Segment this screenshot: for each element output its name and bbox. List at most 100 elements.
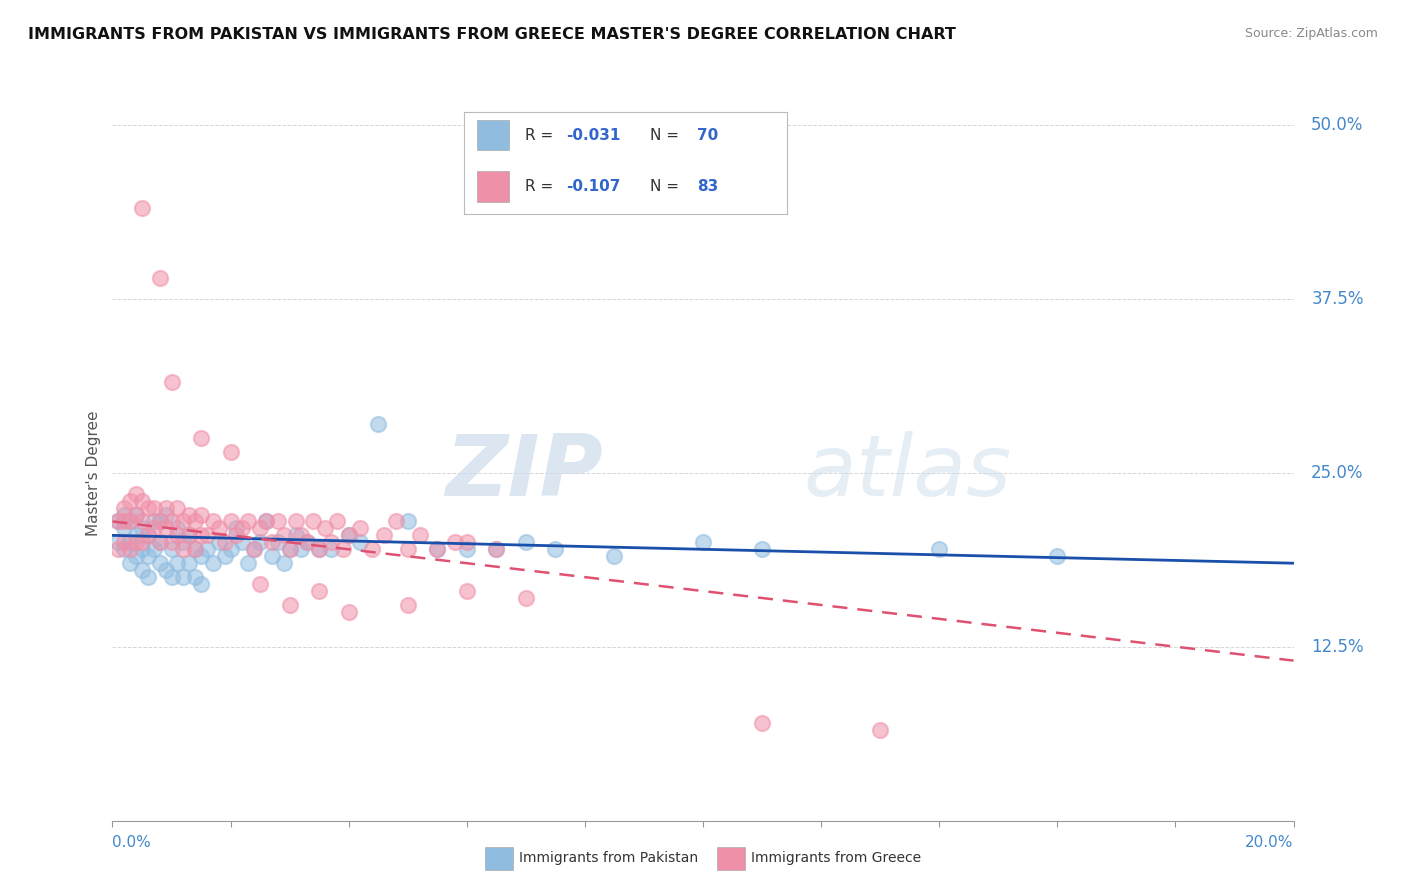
Point (112, 500, 135, 515)
Point (367, 417, 389, 431)
Point (319, 535, 342, 549)
Point (190, 431, 212, 445)
Point (172, 535, 194, 549)
Point (125, 486, 148, 500)
Point (166, 556, 188, 570)
Point (172, 570, 194, 584)
Point (136, 528, 159, 542)
Point (751, 716, 773, 731)
Point (284, 528, 307, 542)
Point (136, 549, 159, 564)
Point (190, 577, 212, 591)
Point (179, 528, 201, 542)
Point (297, 535, 319, 549)
Point (319, 542, 342, 557)
Text: Immigrants from Greece: Immigrants from Greece (751, 851, 921, 865)
Point (337, 528, 360, 542)
Point (107, 542, 129, 557)
Point (160, 515, 183, 529)
Point (172, 542, 194, 557)
Point (149, 515, 172, 529)
Point (337, 605, 360, 619)
Point (426, 542, 449, 557)
Point (131, 493, 153, 508)
Point (142, 542, 165, 557)
Text: IMMIGRANTS FROM PAKISTAN VS IMMIGRANTS FROM GREECE MASTER'S DEGREE CORRELATION C: IMMIGRANTS FROM PAKISTAN VS IMMIGRANTS F… (28, 27, 956, 42)
Text: 50.0%: 50.0% (1312, 116, 1364, 134)
Point (160, 570, 183, 584)
Point (456, 584, 478, 599)
Point (273, 556, 295, 570)
Point (112, 508, 135, 522)
Point (155, 508, 177, 522)
Point (373, 528, 395, 542)
Point (349, 535, 371, 549)
Point (155, 521, 177, 535)
Point (195, 528, 218, 542)
Point (184, 515, 207, 529)
Point (869, 723, 891, 738)
Text: 0.0%: 0.0% (112, 836, 152, 850)
Point (249, 577, 271, 591)
Point (136, 500, 159, 515)
Point (208, 535, 231, 549)
Point (195, 542, 218, 557)
Point (485, 542, 508, 557)
Point (179, 556, 201, 570)
Point (142, 500, 165, 515)
Point (515, 535, 537, 549)
Point (208, 521, 231, 535)
Point (149, 271, 172, 285)
Point (243, 542, 266, 557)
Point (107, 535, 129, 549)
Point (125, 508, 148, 522)
Point (238, 556, 260, 570)
Point (142, 515, 165, 529)
Text: 83: 83 (697, 179, 718, 194)
Point (125, 535, 148, 549)
Point (396, 542, 419, 557)
Point (349, 521, 371, 535)
Point (112, 542, 135, 557)
Point (136, 528, 159, 542)
Point (456, 542, 478, 557)
Text: R =: R = (526, 179, 558, 194)
Point (142, 521, 165, 535)
Point (149, 556, 172, 570)
Point (190, 549, 212, 564)
Point (125, 549, 148, 564)
Point (201, 556, 224, 570)
Text: -0.031: -0.031 (565, 128, 620, 143)
Point (290, 528, 312, 542)
Point (184, 570, 207, 584)
Point (112, 521, 135, 535)
Bar (477, 120, 509, 151)
Point (456, 535, 478, 549)
Text: ZIP: ZIP (444, 431, 603, 515)
Point (120, 493, 142, 508)
Point (155, 563, 177, 577)
Point (260, 535, 283, 549)
Point (260, 549, 283, 564)
Point (603, 549, 626, 564)
Point (314, 521, 336, 535)
Point (190, 528, 212, 542)
Point (326, 515, 349, 529)
Point (515, 591, 537, 605)
Text: Immigrants from Pakistan: Immigrants from Pakistan (519, 851, 697, 865)
Point (273, 528, 295, 542)
Point (361, 542, 384, 557)
Text: R =: R = (526, 128, 558, 143)
Text: 25.0%: 25.0% (1312, 464, 1364, 482)
Point (267, 515, 290, 529)
Point (120, 542, 142, 557)
Point (337, 528, 360, 542)
Point (308, 584, 330, 599)
Point (184, 542, 207, 557)
Point (225, 528, 247, 542)
Point (131, 521, 153, 535)
Point (125, 508, 148, 522)
Point (201, 515, 224, 529)
Point (120, 556, 142, 570)
Point (385, 515, 408, 529)
